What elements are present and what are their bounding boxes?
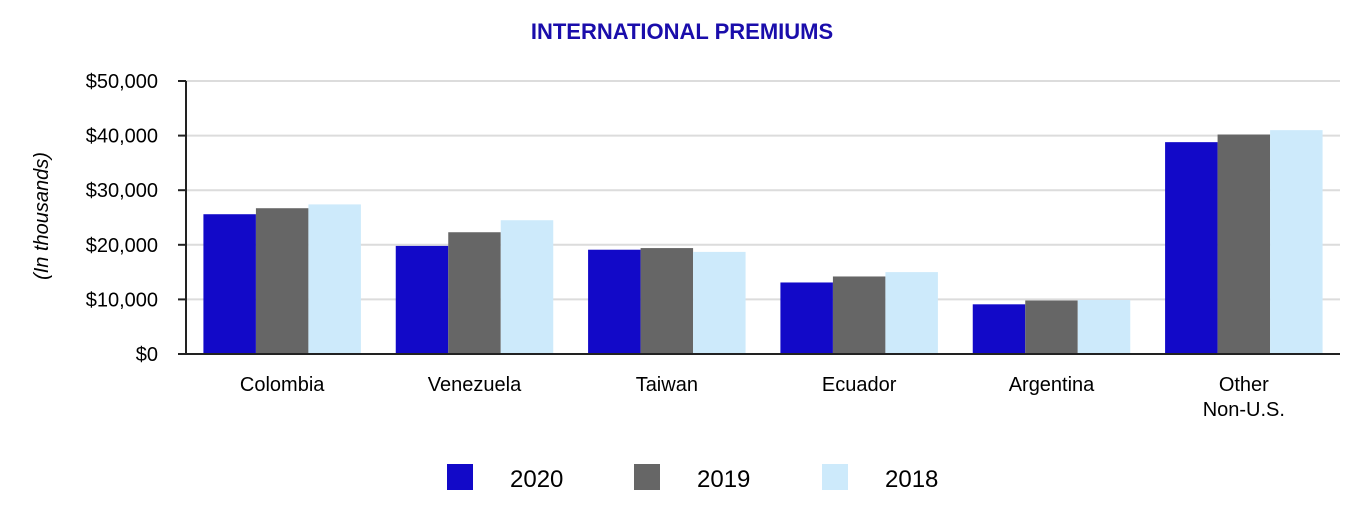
bar-2020-1 — [395, 245, 449, 354]
bar-2018-3 — [885, 272, 938, 354]
legend-swatch-2018 — [822, 464, 848, 490]
bar-2019-1 — [448, 232, 501, 354]
bar-2019-4 — [1025, 300, 1078, 354]
y-tick-label: $40,000 — [86, 126, 158, 148]
chart-title: INTERNATIONAL PREMIUMS — [531, 19, 833, 44]
bar-2019-2 — [640, 248, 694, 354]
legend-swatch-2020 — [447, 464, 473, 490]
y-tick-label: $10,000 — [86, 289, 158, 311]
y-tick-label: $0 — [136, 344, 158, 366]
legend-label: 2018 — [885, 466, 938, 493]
bar-2018-4 — [1077, 299, 1131, 354]
legend-label: 2019 — [697, 466, 750, 493]
bar-2020-5 — [1165, 142, 1218, 354]
bar-2019-5 — [1217, 134, 1271, 354]
x-category-label: Ecuador — [822, 374, 897, 396]
bar-2019-0 — [255, 208, 309, 354]
bar-2018-1 — [500, 220, 554, 354]
x-category-label: Argentina — [1009, 374, 1095, 396]
legend-label: 2020 — [510, 466, 563, 493]
bar-2019-3 — [832, 276, 886, 354]
y-axis-label: (In thousands) — [31, 152, 53, 280]
x-category-label: Other — [1219, 374, 1269, 396]
bar-2020-3 — [780, 282, 833, 354]
bars — [203, 130, 1323, 354]
bar-2018-0 — [308, 204, 361, 354]
x-category-label: Non-U.S. — [1203, 399, 1285, 421]
axes — [185, 81, 1340, 355]
x-axis-categories: Colombia Venezuela Taiwan Ecuador Argentina O… — [240, 374, 1285, 421]
gridlines — [186, 80, 1340, 301]
bar-2020-2 — [588, 249, 641, 354]
bar-2018-2 — [693, 251, 746, 354]
x-category-label: Taiwan — [636, 374, 698, 396]
bar-2020-0 — [203, 214, 256, 354]
y-tick-label: $30,000 — [86, 180, 158, 202]
y-axis-ticks: $0 $10,000 $20,000 $30,000 $40,000 $50,000 — [86, 71, 186, 366]
x-category-label: Colombia — [240, 374, 325, 396]
y-tick-label: $20,000 — [86, 235, 158, 257]
x-category-label: Venezuela — [428, 374, 522, 396]
legend-swatch-2019 — [634, 464, 660, 490]
legend: 2020 2019 2018 — [447, 464, 938, 493]
bar-2018-5 — [1270, 130, 1323, 354]
y-tick-label: $50,000 — [86, 71, 158, 93]
bar-2020-4 — [972, 304, 1026, 354]
